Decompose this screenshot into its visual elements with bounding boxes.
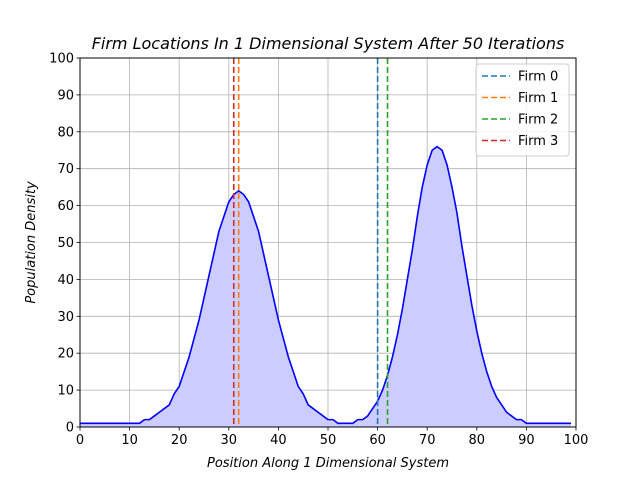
y-tick-label: 50 bbox=[57, 236, 74, 251]
y-tick-label: 100 bbox=[49, 52, 74, 67]
firm-location-lines bbox=[232, 58, 389, 427]
x-tick-label: 100 bbox=[564, 433, 589, 448]
y-tick-label: 80 bbox=[57, 125, 74, 140]
y-tick-label: 30 bbox=[57, 310, 74, 325]
chart-title: Firm Locations In 1 Dimensional System A… bbox=[92, 34, 565, 53]
y-tick-label: 70 bbox=[57, 162, 74, 177]
x-tick-label: 40 bbox=[270, 433, 287, 448]
legend-label-3: Firm 3 bbox=[518, 134, 558, 149]
axis-ticks: 0 10 20 30 40 50 60 70 80 90 100 0 10 20 30 40 50 60 70 80 9… bbox=[49, 52, 588, 449]
legend-label-0: Firm 0 bbox=[518, 70, 558, 85]
x-axis-label: Position Along 1 Dimensional System bbox=[207, 456, 449, 471]
x-tick-label: 90 bbox=[518, 433, 535, 448]
legend-label-2: Firm 2 bbox=[518, 113, 558, 128]
y-tick-label: 90 bbox=[57, 88, 74, 103]
density-fill-area bbox=[80, 146, 572, 427]
x-tick-label: 0 bbox=[76, 433, 84, 448]
y-tick-label: 20 bbox=[57, 347, 74, 362]
legend-label-1: Firm 1 bbox=[518, 91, 558, 106]
x-tick-label: 70 bbox=[419, 433, 436, 448]
x-tick-label: 30 bbox=[221, 433, 238, 448]
y-tick-label: 40 bbox=[57, 273, 74, 288]
x-tick-label: 80 bbox=[469, 433, 486, 448]
y-axis-label: Population Density bbox=[24, 181, 39, 304]
y-tick-label: 60 bbox=[57, 199, 74, 214]
legend: Firm 0 Firm 1 Firm 2 Firm 3 bbox=[475, 63, 570, 157]
x-tick-label: 60 bbox=[369, 433, 386, 448]
x-tick-label: 20 bbox=[171, 433, 188, 448]
y-tick-label: 0 bbox=[66, 421, 74, 436]
legend-box bbox=[475, 63, 570, 157]
x-tick-label: 10 bbox=[121, 433, 138, 448]
x-tick-label: 50 bbox=[320, 433, 337, 448]
y-tick-label: 10 bbox=[57, 384, 74, 399]
density-line bbox=[80, 145, 572, 425]
